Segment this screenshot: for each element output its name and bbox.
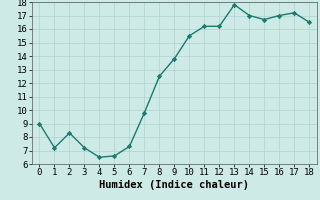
X-axis label: Humidex (Indice chaleur): Humidex (Indice chaleur) — [100, 180, 249, 190]
